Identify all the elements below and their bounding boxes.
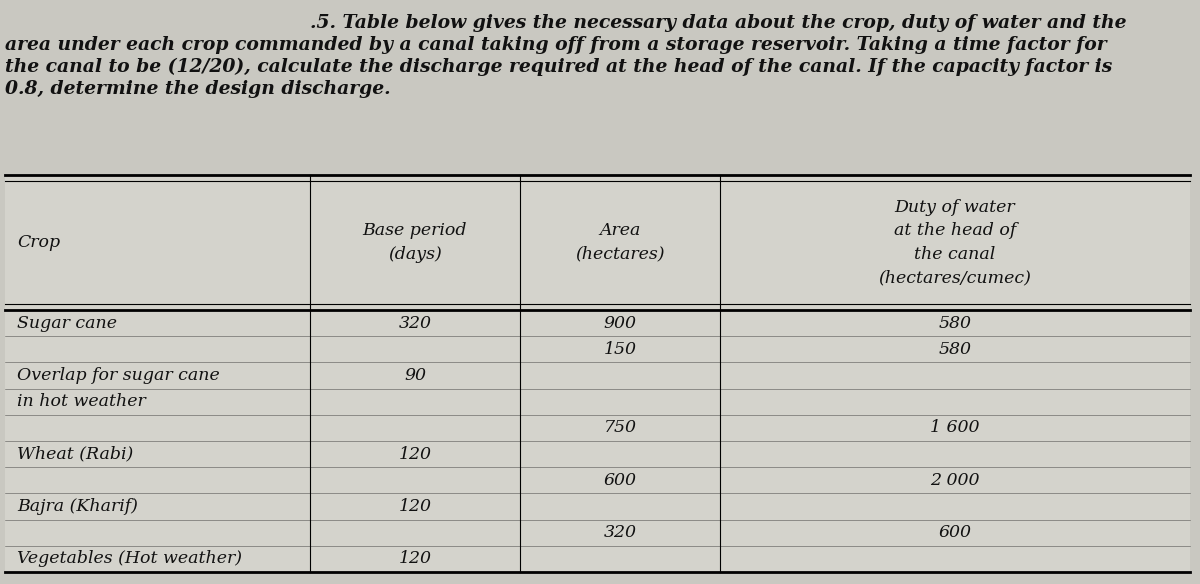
Text: 900: 900 [604, 315, 636, 332]
Text: Wheat (Rabi): Wheat (Rabi) [17, 446, 133, 463]
Text: Base period
(days): Base period (days) [362, 223, 467, 263]
Text: 0.8, determine the design discharge.: 0.8, determine the design discharge. [5, 80, 391, 98]
Text: Overlap for sugar cane: Overlap for sugar cane [17, 367, 220, 384]
Text: 120: 120 [398, 498, 432, 515]
Text: Sugar cane: Sugar cane [17, 315, 118, 332]
Text: Area
(hectares): Area (hectares) [575, 223, 665, 263]
Text: 320: 320 [604, 524, 636, 541]
Text: the canal to be (12/20), calculate the discharge required at the head of the can: the canal to be (12/20), calculate the d… [5, 58, 1112, 77]
Text: 90: 90 [404, 367, 426, 384]
Text: in hot weather: in hot weather [17, 393, 145, 410]
Text: 120: 120 [398, 446, 432, 463]
Bar [0, 0, 1200, 175]
Text: 120: 120 [398, 550, 432, 568]
Text: 600: 600 [938, 524, 972, 541]
Text: .5. Table below gives the necessary data about the crop, duty of water and the: .5. Table below gives the necessary data… [310, 14, 1127, 32]
Text: 1 600: 1 600 [930, 419, 979, 436]
Text: Vegetables (Hot weather): Vegetables (Hot weather) [17, 550, 242, 568]
Text: 320: 320 [398, 315, 432, 332]
Text: 600: 600 [604, 472, 636, 489]
Text: 580: 580 [938, 341, 972, 358]
Text: area under each crop commanded by a canal taking off from a storage reservoir. T: area under each crop commanded by a cana… [5, 36, 1106, 54]
Text: 150: 150 [604, 341, 636, 358]
Bar [5, 175, 1190, 572]
Text: 580: 580 [938, 315, 972, 332]
Text: 750: 750 [604, 419, 636, 436]
Text: Duty of water
at the head of
the canal
(hectares/cumec): Duty of water at the head of the canal (… [878, 199, 1032, 286]
Text: 2 000: 2 000 [930, 472, 979, 489]
Text: Crop: Crop [17, 234, 60, 251]
Text: Bajra (Kharif): Bajra (Kharif) [17, 498, 138, 515]
